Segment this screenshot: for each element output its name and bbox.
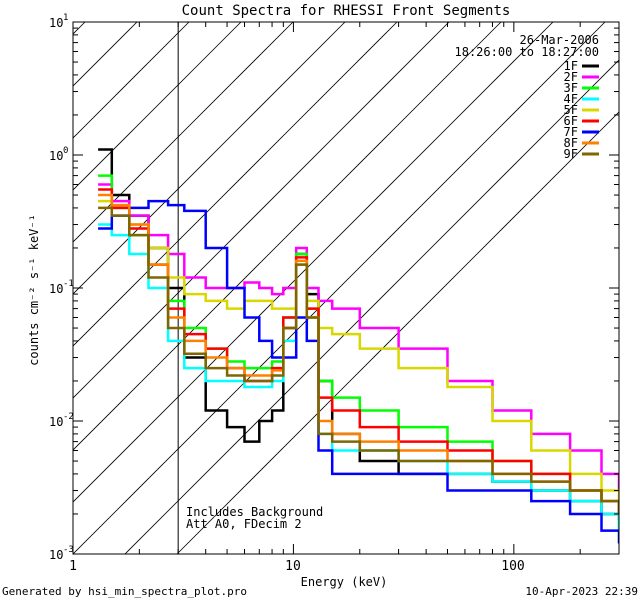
hatch-line <box>73 22 606 554</box>
chart-title: Count Spectra for RHESSI Front Segments <box>182 3 511 19</box>
y-tick-label-base: 10 <box>49 16 63 30</box>
axis-ticks <box>72 21 620 555</box>
x-tick-label-1: 1 <box>69 559 77 574</box>
y-tick-label-exponent: 1 <box>63 13 68 23</box>
hatch-line <box>73 22 294 243</box>
series-3F <box>98 174 619 531</box>
legend-label-1F: 1F <box>564 59 578 73</box>
y-tick-label-exponent: -2 <box>63 412 74 422</box>
y-tick-label-base: 10 <box>49 415 63 429</box>
hatch-line <box>73 22 190 139</box>
y-tick-label-exponent: -1 <box>63 279 74 289</box>
y-tick-label-exponent: 0 <box>63 146 68 156</box>
legend-label-8F: 8F <box>564 136 578 150</box>
y-axis-label: counts cm⁻² s⁻¹ keV⁻¹ <box>27 214 41 366</box>
hatch-line <box>73 22 242 191</box>
legend-label-7F: 7F <box>564 125 578 139</box>
y-tick-label: 10 -3 <box>49 545 74 562</box>
hatch-line <box>176 111 619 554</box>
legend-label-2F: 2F <box>564 70 578 84</box>
y-tick-label-base: 10 <box>49 282 63 296</box>
hatch-line <box>73 22 398 347</box>
y-tick-label-base: 10 <box>49 548 63 562</box>
annotation-background: Includes Background <box>186 505 323 519</box>
series-6F <box>98 188 619 514</box>
y-tick-label: 10 -2 <box>49 412 74 429</box>
series-9F <box>98 206 619 514</box>
x-tick-label-10: 10 <box>285 559 301 574</box>
legend-label-6F: 6F <box>564 114 578 128</box>
x-tick-label-100: 100 <box>501 559 524 574</box>
hatch-line <box>124 59 619 554</box>
series-4F <box>98 223 619 531</box>
legend-label-3F: 3F <box>564 81 578 95</box>
legend-label-5F: 5F <box>564 103 578 117</box>
info-time-range: 18:26:00 to 18:27:00 <box>455 45 600 59</box>
footer-timestamp: 10-Apr-2023 22:39 <box>525 585 638 598</box>
legend-label-4F: 4F <box>564 92 578 106</box>
series-group <box>98 148 619 544</box>
y-tick-label-exponent: -3 <box>63 545 74 555</box>
y-tick-label: 10 0 <box>49 146 68 163</box>
legend-label-9F: 9F <box>564 147 578 161</box>
y-tick-label-base: 10 <box>49 149 63 163</box>
y-tick-label: 10 -1 <box>49 279 74 296</box>
info-date: 26-Mar-2006 <box>520 33 599 47</box>
y-tick-label: 10 1 <box>49 13 68 30</box>
footer-generated-by: Generated by hsi_min_spectra_plot.pro <box>2 585 247 598</box>
x-axis-label: Energy (keV) <box>301 575 388 589</box>
annotation-attenuator: Att A0, FDecim 2 <box>186 517 302 531</box>
x-tick-labels: 1 10 100 <box>69 559 525 574</box>
